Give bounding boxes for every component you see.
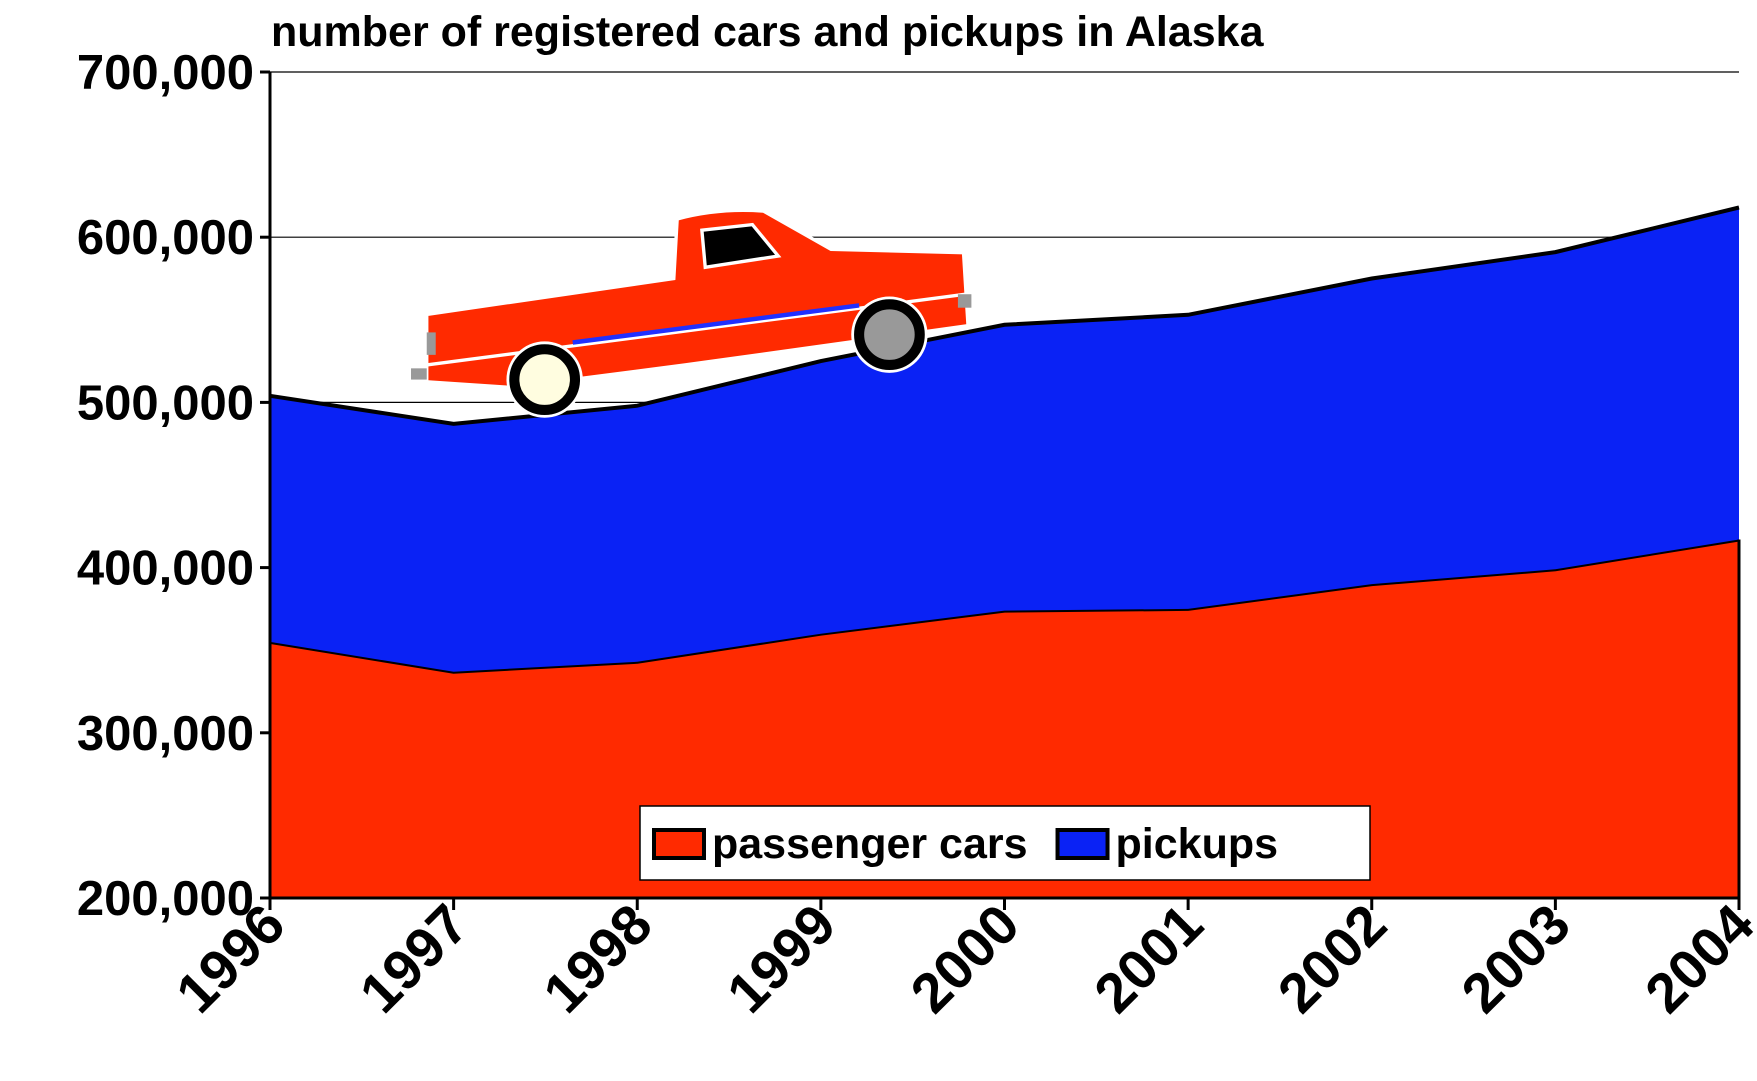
x-tick-label: 2001 bbox=[1082, 892, 1215, 1025]
legend-swatch bbox=[1055, 828, 1110, 860]
y-tick-label: 500,000 bbox=[77, 376, 254, 430]
y-tick-label: 300,000 bbox=[77, 707, 254, 761]
legend-box bbox=[639, 805, 1371, 881]
x-tick-label: 2004 bbox=[1633, 892, 1757, 1025]
x-tick-label: 2000 bbox=[898, 892, 1031, 1025]
y-tick-label: 400,000 bbox=[77, 542, 254, 596]
x-tick-label: 1999 bbox=[715, 892, 848, 1025]
area bbox=[270, 207, 1739, 672]
legend-label: pickups bbox=[1116, 820, 1279, 868]
pickup-truck-illustration bbox=[411, 208, 972, 418]
x-tick-label: 2002 bbox=[1266, 892, 1399, 1025]
legend-label: passenger cars bbox=[712, 820, 1028, 868]
x-tick-label: 1998 bbox=[531, 892, 664, 1025]
y-tick-label: 600,000 bbox=[77, 211, 254, 265]
chart-title: number of registered cars and pickups in… bbox=[271, 8, 1265, 56]
area-edge bbox=[269, 205, 1740, 426]
area bbox=[270, 539, 1739, 898]
y-tick-label: 200,000 bbox=[77, 872, 254, 926]
legend-swatch bbox=[652, 828, 706, 860]
x-tick-label: 2003 bbox=[1449, 892, 1582, 1025]
x-tick-label: 1997 bbox=[347, 892, 480, 1025]
y-tick-label: 700,000 bbox=[77, 46, 254, 100]
